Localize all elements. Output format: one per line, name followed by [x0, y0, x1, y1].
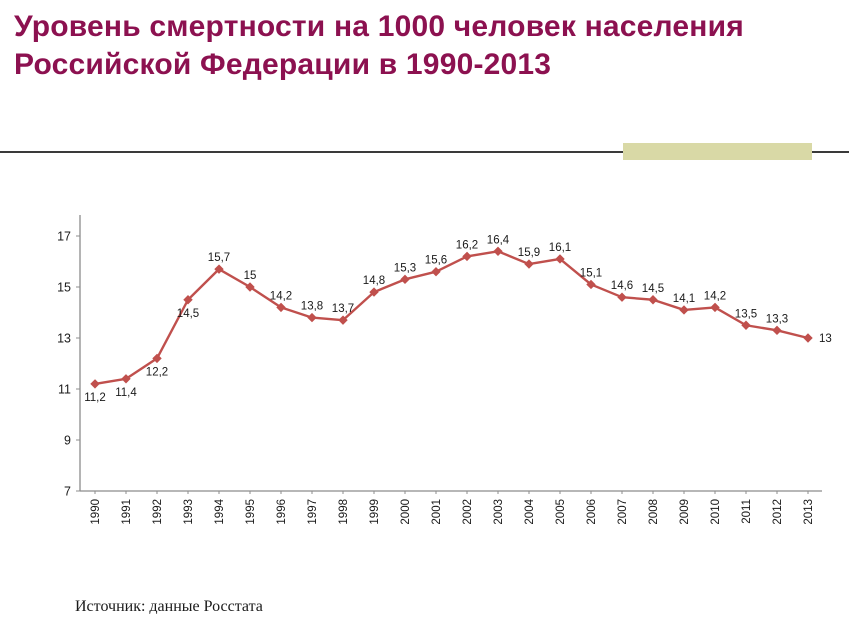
title-divider — [0, 151, 849, 153]
svg-text:15,6: 15,6 — [425, 255, 447, 267]
svg-text:13,7: 13,7 — [332, 303, 354, 315]
svg-text:1993: 1993 — [183, 499, 195, 525]
svg-text:14,6: 14,6 — [611, 280, 633, 292]
svg-text:16,4: 16,4 — [487, 234, 510, 246]
svg-text:2010: 2010 — [710, 499, 722, 525]
svg-text:14,5: 14,5 — [642, 283, 664, 295]
decoration-tab — [623, 143, 812, 160]
svg-text:14,2: 14,2 — [270, 290, 292, 302]
svg-text:13,3: 13,3 — [766, 313, 788, 325]
svg-text:1994: 1994 — [214, 498, 226, 524]
svg-text:1999: 1999 — [369, 499, 381, 525]
svg-text:1997: 1997 — [307, 499, 319, 525]
svg-text:17: 17 — [57, 230, 71, 244]
svg-text:15,3: 15,3 — [394, 262, 416, 274]
svg-text:14,5: 14,5 — [177, 308, 199, 320]
svg-text:2013: 2013 — [803, 499, 815, 525]
svg-text:15: 15 — [57, 281, 71, 295]
svg-text:2007: 2007 — [617, 499, 629, 525]
svg-text:16,1: 16,1 — [549, 242, 571, 254]
svg-text:11,2: 11,2 — [84, 392, 106, 404]
svg-text:2011: 2011 — [741, 499, 753, 524]
svg-text:2003: 2003 — [493, 499, 505, 525]
mortality-chart: 7 9 11 13 15 17 1990 1991 1992 1993 1994 1995 1996 19… — [0, 205, 849, 555]
svg-text:15,7: 15,7 — [208, 252, 230, 264]
svg-text:15,9: 15,9 — [518, 247, 540, 259]
svg-text:1990: 1990 — [90, 499, 102, 525]
svg-text:11: 11 — [58, 383, 71, 397]
svg-text:1992: 1992 — [152, 499, 164, 525]
svg-text:2009: 2009 — [679, 499, 691, 525]
source-note: Источник: данные Росстата — [75, 598, 263, 615]
svg-text:16,2: 16,2 — [456, 239, 478, 251]
svg-text:2002: 2002 — [462, 499, 474, 525]
svg-text:1996: 1996 — [276, 499, 288, 525]
svg-text:2008: 2008 — [648, 499, 660, 525]
svg-text:12,2: 12,2 — [146, 366, 168, 378]
svg-text:1995: 1995 — [245, 499, 257, 525]
svg-text:13,8: 13,8 — [301, 301, 323, 313]
svg-text:7: 7 — [64, 485, 71, 499]
svg-text:2000: 2000 — [400, 499, 412, 525]
page-title: Уровень смертности на 1000 человек насел… — [14, 10, 744, 82]
svg-text:2005: 2005 — [555, 499, 567, 525]
svg-text:13,5: 13,5 — [735, 308, 757, 320]
svg-text:1991: 1991 — [121, 499, 133, 525]
svg-text:2012: 2012 — [772, 499, 784, 525]
svg-text:2001: 2001 — [431, 499, 443, 525]
mortality-chart-svg: 7 9 11 13 15 17 1990 1991 1992 1993 1994 1995 1996 19… — [57, 215, 832, 525]
svg-text:13: 13 — [819, 333, 832, 345]
svg-text:14,2: 14,2 — [704, 290, 726, 302]
svg-text:14,1: 14,1 — [673, 293, 695, 305]
svg-text:1998: 1998 — [338, 499, 350, 525]
svg-text:15: 15 — [244, 270, 257, 282]
svg-text:11,4: 11,4 — [115, 387, 137, 399]
svg-text:15,1: 15,1 — [580, 267, 602, 279]
svg-text:13: 13 — [57, 332, 71, 346]
svg-text:2004: 2004 — [524, 498, 536, 524]
svg-text:14,8: 14,8 — [363, 275, 385, 287]
svg-text:2006: 2006 — [586, 499, 598, 525]
svg-text:9: 9 — [64, 434, 71, 448]
